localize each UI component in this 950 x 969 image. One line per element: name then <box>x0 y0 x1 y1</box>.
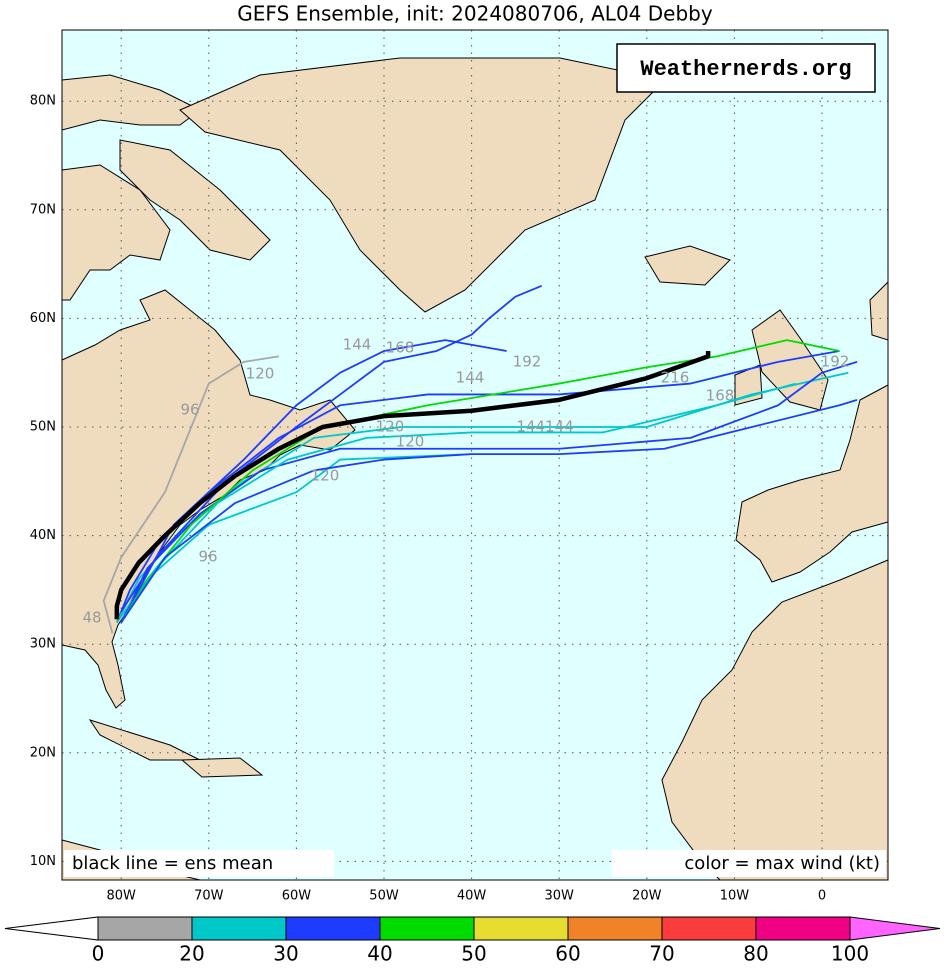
colorbar-segment <box>97 916 193 941</box>
tracks <box>102 284 858 634</box>
colorbar-label: 20 <box>179 942 204 966</box>
title: GEFS Ensemble, init: 2024080706, AL04 De… <box>237 2 713 26</box>
member-track <box>120 382 796 623</box>
colorbar-low <box>4 916 99 941</box>
watermark-box <box>616 43 876 93</box>
colorbar-segment <box>567 916 663 941</box>
hour-label: 120 <box>311 467 340 485</box>
y-tick-label: 50N <box>30 420 56 435</box>
note-box <box>64 850 334 877</box>
hour-label: 48 <box>82 609 101 627</box>
hour-label: 144 <box>343 336 372 354</box>
y-tick-label: 40N <box>30 528 56 543</box>
note-left: black line = ens mean <box>72 853 273 874</box>
cuba <box>88 719 201 761</box>
watermark: Weathernerds.org <box>640 57 851 82</box>
member-track <box>120 398 858 623</box>
colorbar-high <box>849 916 941 941</box>
y-tick-label: 70N <box>30 202 56 217</box>
hour-label: 144144 <box>516 418 573 436</box>
x-tick-label: 50W <box>369 889 399 904</box>
note-right: color = max wind (kt) <box>684 853 880 874</box>
hour-labels: 144 1681921209614412012014414412096216168… <box>82 336 849 627</box>
y-tick-label: 10N <box>30 854 56 869</box>
note-box <box>612 850 886 877</box>
x-tick-label: 60W <box>282 889 312 904</box>
colorbar: 0 20 30 40 50 60 70 80 100 <box>4 916 941 966</box>
hour-label: 192 <box>513 353 542 371</box>
x-tick-label: 30W <box>544 889 574 904</box>
hour-label: 96 <box>198 548 217 566</box>
x-tick-label: 80W <box>106 889 136 904</box>
y-tick-label: 80N <box>30 94 56 109</box>
member-track <box>120 284 543 613</box>
hour-label: 120 <box>246 365 275 383</box>
colorbar-segment <box>285 916 381 941</box>
x-tick-label: 40W <box>457 889 487 904</box>
greenland <box>179 57 667 313</box>
iceland <box>644 245 731 286</box>
colorbar-segment <box>473 916 569 941</box>
arctic-islands <box>61 74 201 131</box>
colorbar-label: 80 <box>743 942 768 966</box>
x-tick-label: 0 <box>818 889 826 904</box>
hour-label: 96 <box>180 401 199 419</box>
x-tick-label: 70W <box>194 889 224 904</box>
member-track <box>120 360 858 623</box>
colorbar-label: 100 <box>831 942 869 966</box>
colorbar-label: 0 <box>92 942 105 966</box>
y-tick-label: 60N <box>30 311 56 326</box>
colorbar-label: 30 <box>273 942 298 966</box>
hour-label: 168 <box>386 339 415 357</box>
member-track <box>120 339 840 623</box>
colorbar-label: 70 <box>649 942 674 966</box>
hour-label: 168 <box>706 387 735 405</box>
colorbar-label: 60 <box>555 942 580 966</box>
x-tick-label: 20W <box>632 889 662 904</box>
colorbar-segment <box>191 916 287 941</box>
member-track <box>115 350 840 623</box>
colorbar-label: 40 <box>367 942 392 966</box>
baffin <box>119 139 271 261</box>
europe <box>735 384 889 583</box>
mean-track <box>114 350 711 620</box>
hispaniola <box>180 757 264 778</box>
hour-label: 144 <box>456 369 485 387</box>
colorbar-label: 50 <box>461 942 486 966</box>
y-tick-label: 30N <box>30 637 56 652</box>
colorbar-segment <box>755 916 851 941</box>
hour-label: 120 <box>396 433 425 451</box>
y-tick-label: 20N <box>30 745 56 760</box>
hudson-shore <box>61 164 171 301</box>
colorbar-segment <box>661 916 757 941</box>
x-tick-label: 10W <box>720 889 750 904</box>
member-track <box>102 355 280 634</box>
hour-label: 192 <box>821 353 850 371</box>
colorbar-segment <box>379 916 475 941</box>
hour-label: 120 <box>376 418 405 436</box>
member-track <box>120 339 507 623</box>
hour-label: 216 <box>661 369 690 387</box>
map-frame <box>61 29 889 881</box>
